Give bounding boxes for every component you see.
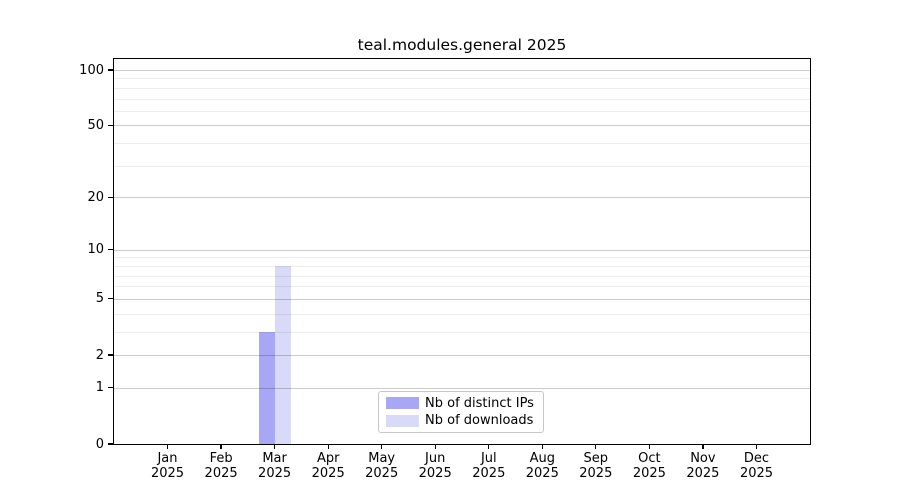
bar-downloads-mar xyxy=(274,265,291,444)
x-tick-year: 2025 xyxy=(258,465,292,481)
x-axis-tick-label: Aug 2025 xyxy=(502,451,582,481)
x-axis-tick-label: Feb 2025 xyxy=(181,451,261,481)
y-gridline-major xyxy=(114,70,810,71)
x-tick-year: 2025 xyxy=(686,465,720,481)
y-axis-tick-label: 20 xyxy=(87,189,104,205)
x-tick-year: 2025 xyxy=(525,465,559,481)
y-axis-tick-label: 2 xyxy=(95,347,104,363)
x-tick-month: May xyxy=(368,451,396,466)
x-axis-tick-label: Jan 2025 xyxy=(128,451,208,481)
y-axis-tick-label: 50 xyxy=(87,117,104,133)
y-gridline-minor xyxy=(114,87,810,89)
x-tick-year: 2025 xyxy=(632,465,666,481)
x-tick-month: Aug xyxy=(529,451,555,466)
x-tick-month: Jul xyxy=(480,451,497,466)
legend-item-downloads: Nb of downloads xyxy=(386,414,543,427)
y-axis-tick-label: 5 xyxy=(95,291,104,307)
x-tick-year: 2025 xyxy=(579,465,613,481)
x-tick-year: 2025 xyxy=(739,465,774,481)
x-axis-tick xyxy=(488,444,490,449)
x-tick-month: Jun xyxy=(425,451,446,466)
y-gridline-minor xyxy=(114,110,810,112)
x-axis-tick xyxy=(702,444,704,449)
y-axis-tick-label: 100 xyxy=(79,62,104,78)
x-axis-tick-label: Nov 2025 xyxy=(663,451,743,481)
x-tick-year: 2025 xyxy=(365,465,399,481)
y-axis-tick xyxy=(108,387,113,389)
x-axis-tick-label: Oct 2025 xyxy=(609,451,689,481)
legend-swatch-downloads xyxy=(386,414,419,427)
x-axis-tick-label: Apr 2025 xyxy=(288,451,368,481)
y-gridline-minor xyxy=(114,313,810,315)
y-gridline-major xyxy=(114,298,810,300)
x-axis-tick-label: May 2025 xyxy=(342,451,422,481)
x-axis-tick xyxy=(166,444,169,449)
x-axis-tick xyxy=(381,444,383,449)
y-axis-tick xyxy=(108,124,113,127)
x-tick-year: 2025 xyxy=(204,465,238,481)
y-gridline-major xyxy=(114,355,810,356)
x-tick-year: 2025 xyxy=(472,465,506,481)
y-gridline-minor xyxy=(114,331,810,333)
y-gridline-major xyxy=(114,387,810,389)
x-tick-month: Nov xyxy=(690,451,716,466)
x-axis-tick xyxy=(220,444,222,449)
x-axis-tick-label: Mar 2025 xyxy=(235,451,315,481)
y-gridline-minor xyxy=(114,78,810,80)
y-gridline-minor xyxy=(114,165,810,167)
y-axis-tick xyxy=(108,249,113,251)
y-axis-tick xyxy=(108,69,113,71)
x-tick-year: 2025 xyxy=(418,465,452,481)
x-axis-tick-label: Jun 2025 xyxy=(395,451,475,481)
y-gridline-minor xyxy=(114,98,810,100)
x-tick-year: 2025 xyxy=(150,465,185,481)
plot-area xyxy=(114,59,810,444)
x-axis-tick-label: Jul 2025 xyxy=(449,451,529,481)
y-axis-tick xyxy=(108,354,113,356)
y-axis-tick-label: 1 xyxy=(95,380,104,396)
y-axis-tick xyxy=(108,196,113,198)
y-gridline-minor xyxy=(114,286,810,288)
x-axis-tick-label: Dec 2025 xyxy=(717,451,797,481)
x-axis-tick xyxy=(273,444,276,449)
y-axis-tick xyxy=(108,298,113,300)
y-axis-tick-label: 0 xyxy=(95,436,104,452)
chart-title: teal.modules.general 2025 xyxy=(357,36,567,54)
x-tick-month: Jan xyxy=(157,451,178,466)
x-tick-month: Dec xyxy=(743,451,770,466)
legend: Nb of distinct IPs Nb of downloads xyxy=(378,391,544,433)
x-axis-tick xyxy=(434,444,436,449)
y-gridline-major xyxy=(114,197,810,199)
x-tick-month: Oct xyxy=(638,451,661,466)
x-axis-tick xyxy=(755,444,758,449)
legend-label-distinct-ips: Nb of distinct IPs xyxy=(425,395,534,411)
x-axis-tick xyxy=(327,444,329,449)
x-tick-year: 2025 xyxy=(311,465,345,481)
y-gridline-major xyxy=(114,249,810,251)
x-axis-tick xyxy=(648,444,651,449)
y-gridline-minor xyxy=(114,143,810,145)
legend-label-downloads: Nb of downloads xyxy=(425,413,534,429)
y-axis-tick xyxy=(108,443,113,445)
bar-distinct-ips-mar xyxy=(258,331,275,444)
x-axis-tick xyxy=(541,444,543,449)
x-axis-tick xyxy=(595,444,597,449)
legend-swatch-distinct-ips xyxy=(386,397,419,410)
y-gridline-major xyxy=(114,125,810,127)
y-axis-tick-label: 10 xyxy=(87,242,104,258)
y-gridline-minor xyxy=(114,275,810,277)
x-tick-month: Mar xyxy=(262,451,287,466)
x-tick-month: Apr xyxy=(316,451,340,466)
x-tick-month: Feb xyxy=(209,451,233,466)
legend-item-distinct-ips: Nb of distinct IPs xyxy=(386,397,543,410)
y-gridline-minor xyxy=(114,265,810,267)
x-axis-tick-label: Sep 2025 xyxy=(556,451,636,481)
y-gridline-minor xyxy=(114,257,810,259)
x-tick-month: Sep xyxy=(583,451,609,466)
